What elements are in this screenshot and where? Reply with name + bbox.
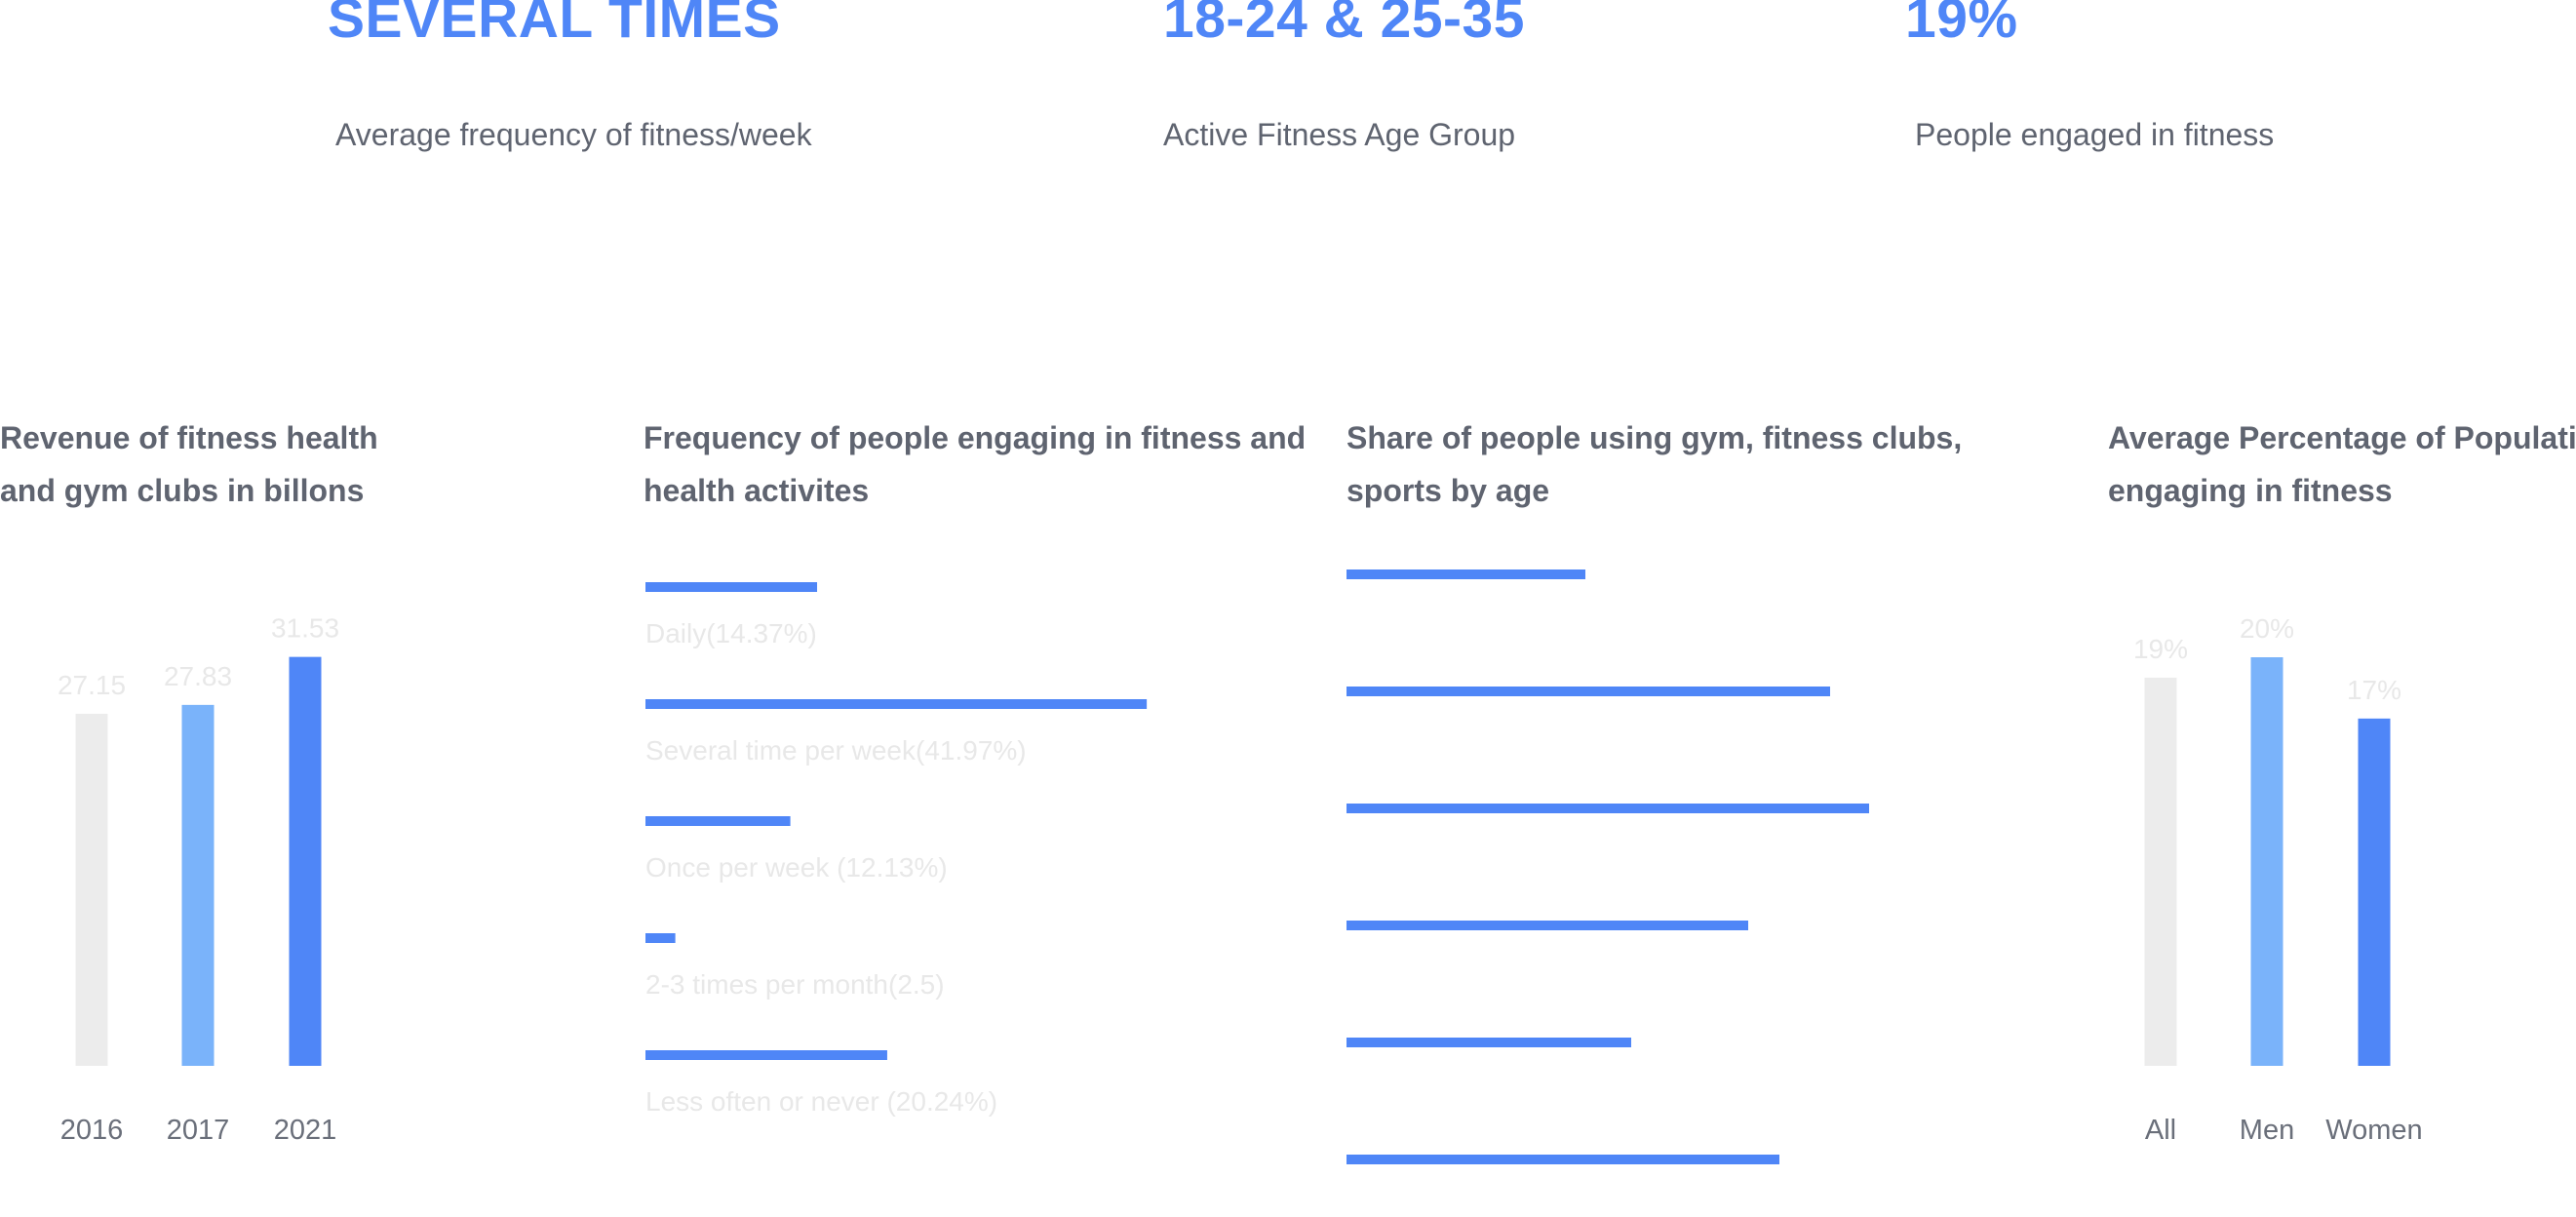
population-bar-women bbox=[2358, 718, 2391, 1066]
revenue-value-label: 31.53 bbox=[271, 613, 339, 644]
age-share-bar bbox=[1347, 1038, 1631, 1047]
frequency-bar bbox=[645, 933, 676, 943]
age-share-bar bbox=[1347, 569, 1585, 579]
population-bar-men bbox=[2250, 657, 2283, 1066]
population-value-label: 17% bbox=[2347, 675, 2401, 705]
population-bar-all bbox=[2144, 677, 2177, 1066]
frequency-chart: Daily(14.37%) Several time per week(41.97… bbox=[645, 582, 1148, 1117]
frequency-bar bbox=[645, 816, 791, 826]
population-chart-title-line-1: Average Percentage of Population bbox=[2108, 420, 2576, 455]
revenue-category-label: 2016 bbox=[60, 1115, 124, 1146]
population-chart: 19% All 20% Men 17% Women bbox=[2133, 613, 2423, 1146]
population-category-label: Women bbox=[2325, 1115, 2422, 1146]
stat-engaged-label: People engaged in fitness bbox=[1915, 117, 2275, 152]
frequency-bar bbox=[645, 699, 1148, 709]
age-share-bar bbox=[1347, 921, 1748, 930]
population-category-label: All bbox=[2145, 1115, 2176, 1146]
frequency-chart-title: Frequency of people engaging in fitness … bbox=[644, 412, 1306, 517]
age-share-bar bbox=[1347, 1155, 1779, 1164]
revenue-chart-title-line-2: and gym clubs in billons bbox=[0, 473, 365, 508]
stat-engaged-value: 19% bbox=[1905, 0, 2018, 50]
age-share-bar bbox=[1347, 804, 1869, 813]
stat-age-group-value: 18-24 & 25-35 bbox=[1163, 0, 1525, 50]
frequency-chart-title-line-1: Frequency of people engaging in fitness … bbox=[644, 420, 1307, 455]
stat-frequency-value: SEVERAL TIMES bbox=[328, 0, 781, 50]
revenue-category-label: 2021 bbox=[274, 1115, 337, 1146]
revenue-bar-2017 bbox=[181, 704, 215, 1066]
population-value-label: 20% bbox=[2240, 613, 2294, 644]
frequency-chart-title-line-2: health activites bbox=[644, 473, 870, 508]
population-value-label: 19% bbox=[2133, 634, 2188, 664]
frequency-bar-label: 2-3 times per month(2.5) bbox=[645, 969, 945, 1000]
revenue-bar-2021 bbox=[289, 656, 322, 1066]
population-chart-title-line-2: engaging in fitness bbox=[2108, 473, 2393, 508]
revenue-chart: 27.15 2016 27.83 2017 31.53 2021 bbox=[58, 613, 339, 1146]
frequency-bar-label: Several time per week(41.97%) bbox=[645, 735, 1027, 766]
frequency-bar-label: Daily(14.37%) bbox=[645, 618, 817, 648]
revenue-bar-2016 bbox=[75, 713, 108, 1066]
age-share-chart bbox=[1347, 569, 1869, 1164]
revenue-chart-title-line-1: Revenue of fitness health bbox=[0, 420, 378, 455]
frequency-bar bbox=[645, 1050, 887, 1060]
revenue-value-label: 27.83 bbox=[164, 661, 232, 691]
age-share-chart-title-line-1: Share of people using gym, fitness clubs… bbox=[1347, 420, 1963, 455]
revenue-chart-title: Revenue of fitness health and gym clubs … bbox=[0, 412, 378, 517]
age-share-bar bbox=[1347, 687, 1830, 696]
population-category-label: Men bbox=[2240, 1115, 2294, 1146]
age-share-chart-title-line-2: sports by age bbox=[1347, 473, 1550, 508]
stat-frequency-label: Average frequency of fitness/week bbox=[335, 117, 812, 152]
age-share-chart-title: Share of people using gym, fitness clubs… bbox=[1347, 412, 1962, 517]
stat-age-group-label: Active Fitness Age Group bbox=[1163, 117, 1516, 152]
revenue-value-label: 27.15 bbox=[58, 670, 126, 700]
frequency-bar bbox=[645, 582, 818, 592]
frequency-bar-label: Once per week (12.13%) bbox=[645, 852, 948, 883]
population-chart-title: Average Percentage of Population engagin… bbox=[2108, 412, 2576, 517]
revenue-category-label: 2017 bbox=[167, 1115, 230, 1146]
frequency-bar-label: Less often or never (20.24%) bbox=[645, 1086, 997, 1117]
